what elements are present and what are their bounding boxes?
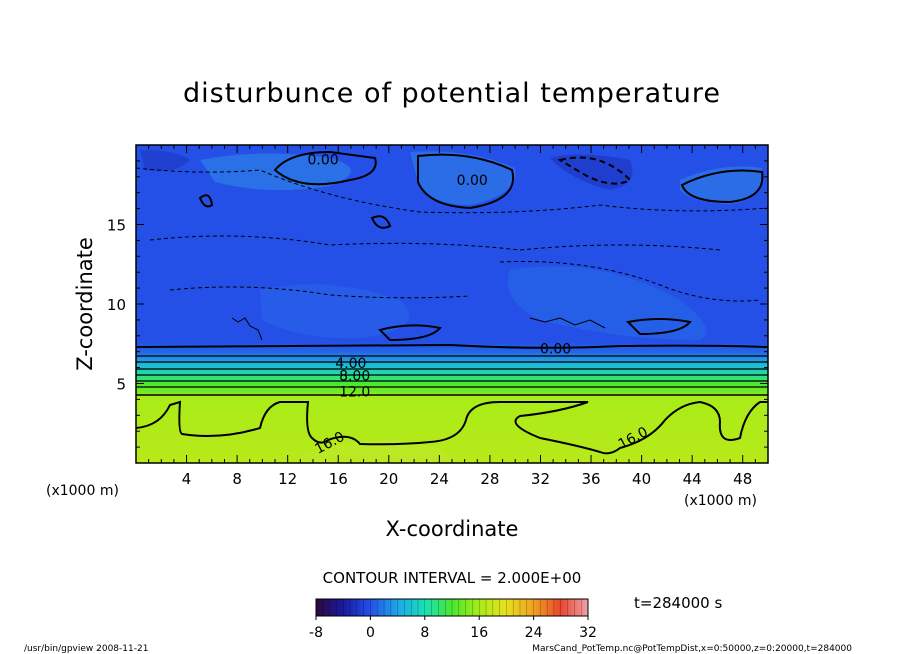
colorbar-ticks: -8 0 8 16 24 32: [309, 616, 597, 641]
y-axis: 5 10 15: [107, 160, 768, 448]
colorbar-tick-label: 32: [579, 625, 597, 641]
y-tick-label: 5: [116, 376, 126, 394]
colorbar-bins: [322, 599, 582, 616]
contour-label: 12.0: [339, 384, 370, 400]
footer-right: MarsCand_PotTemp.nc@PotTempDist,x=0:5000…: [532, 644, 852, 654]
x-axis-label: X-coordinate: [386, 517, 519, 541]
x-tick-label: 36: [581, 470, 600, 488]
contour-line: [557, 156, 632, 185]
time-label: t=284000 s: [634, 594, 722, 612]
x-tick-label: 28: [480, 470, 499, 488]
y-tick-label: 10: [107, 296, 126, 314]
y-axis-label: Z-coordinate: [73, 237, 97, 371]
x-unit-right: (x1000 m): [684, 493, 757, 509]
contour-line: [169, 286, 471, 299]
colorbar-tick-label: 0: [366, 625, 375, 641]
x-tick-label: 32: [531, 470, 550, 488]
y-tick-label: 15: [107, 217, 126, 235]
x-tick-label: 48: [733, 470, 752, 488]
colorbar-frame: [315, 598, 589, 617]
colorbar-tick-label: 24: [525, 625, 543, 641]
contour-line: [499, 261, 761, 302]
x-tick-label: 24: [430, 470, 449, 488]
contour-line: [198, 194, 214, 208]
x-tick-label: 12: [278, 470, 297, 488]
contour-line: [231, 317, 263, 341]
mid-anomaly-region: [260, 284, 409, 339]
contour-line: [370, 215, 392, 229]
contour-label: 0.00: [457, 173, 488, 189]
low-anomaly-region: [140, 149, 190, 172]
contour-line: [136, 400, 768, 455]
contour-line: [680, 169, 764, 204]
x-tick-label: 44: [683, 470, 702, 488]
colorbar-tick-label: -8: [309, 625, 323, 641]
contour-line: [378, 324, 442, 342]
upper-anomaly-region: [680, 166, 763, 204]
x-unit-left: (x1000 m): [46, 483, 119, 499]
contour-interval: CONTOUR INTERVAL = 2.000E+00: [323, 569, 582, 587]
colorbar: -8 0 8 16 24 32: [309, 598, 597, 641]
upper-anomaly-region: [200, 153, 351, 191]
contour-line: [136, 343, 768, 349]
x-tick-label: 8: [232, 470, 242, 488]
contour-label: 0.00: [540, 342, 571, 358]
chart-title: disturbunce of potential temperature: [183, 78, 721, 109]
upper-anomaly-region: [410, 151, 516, 205]
mid-anomaly-region: [508, 266, 707, 340]
contour-lines: [136, 150, 768, 455]
contour-line: [625, 318, 692, 336]
contour-line: [273, 150, 377, 186]
low-anomaly-region: [550, 154, 633, 190]
x-tick-label: 40: [632, 470, 651, 488]
footer-left: /usr/bin/gpview 2008-11-21: [24, 644, 148, 654]
contour-line: [149, 235, 721, 251]
x-tick-label: 4: [182, 470, 192, 488]
x-axis: 4 8 12 16 20 24 28 32 36 40 44 48: [148, 145, 756, 488]
x-tick-label: 16: [329, 470, 348, 488]
contour-line: [136, 167, 768, 214]
contour-line: [529, 317, 606, 329]
x-tick-label: 20: [379, 470, 398, 488]
colorbar-tick-label: 16: [470, 625, 488, 641]
colorbar-tick-label: 8: [420, 625, 429, 641]
contour-label: 0.00: [307, 152, 338, 168]
contour-line: [417, 153, 515, 210]
contour-label: 8.00: [339, 369, 370, 385]
contour-label: 4.00: [335, 356, 366, 372]
